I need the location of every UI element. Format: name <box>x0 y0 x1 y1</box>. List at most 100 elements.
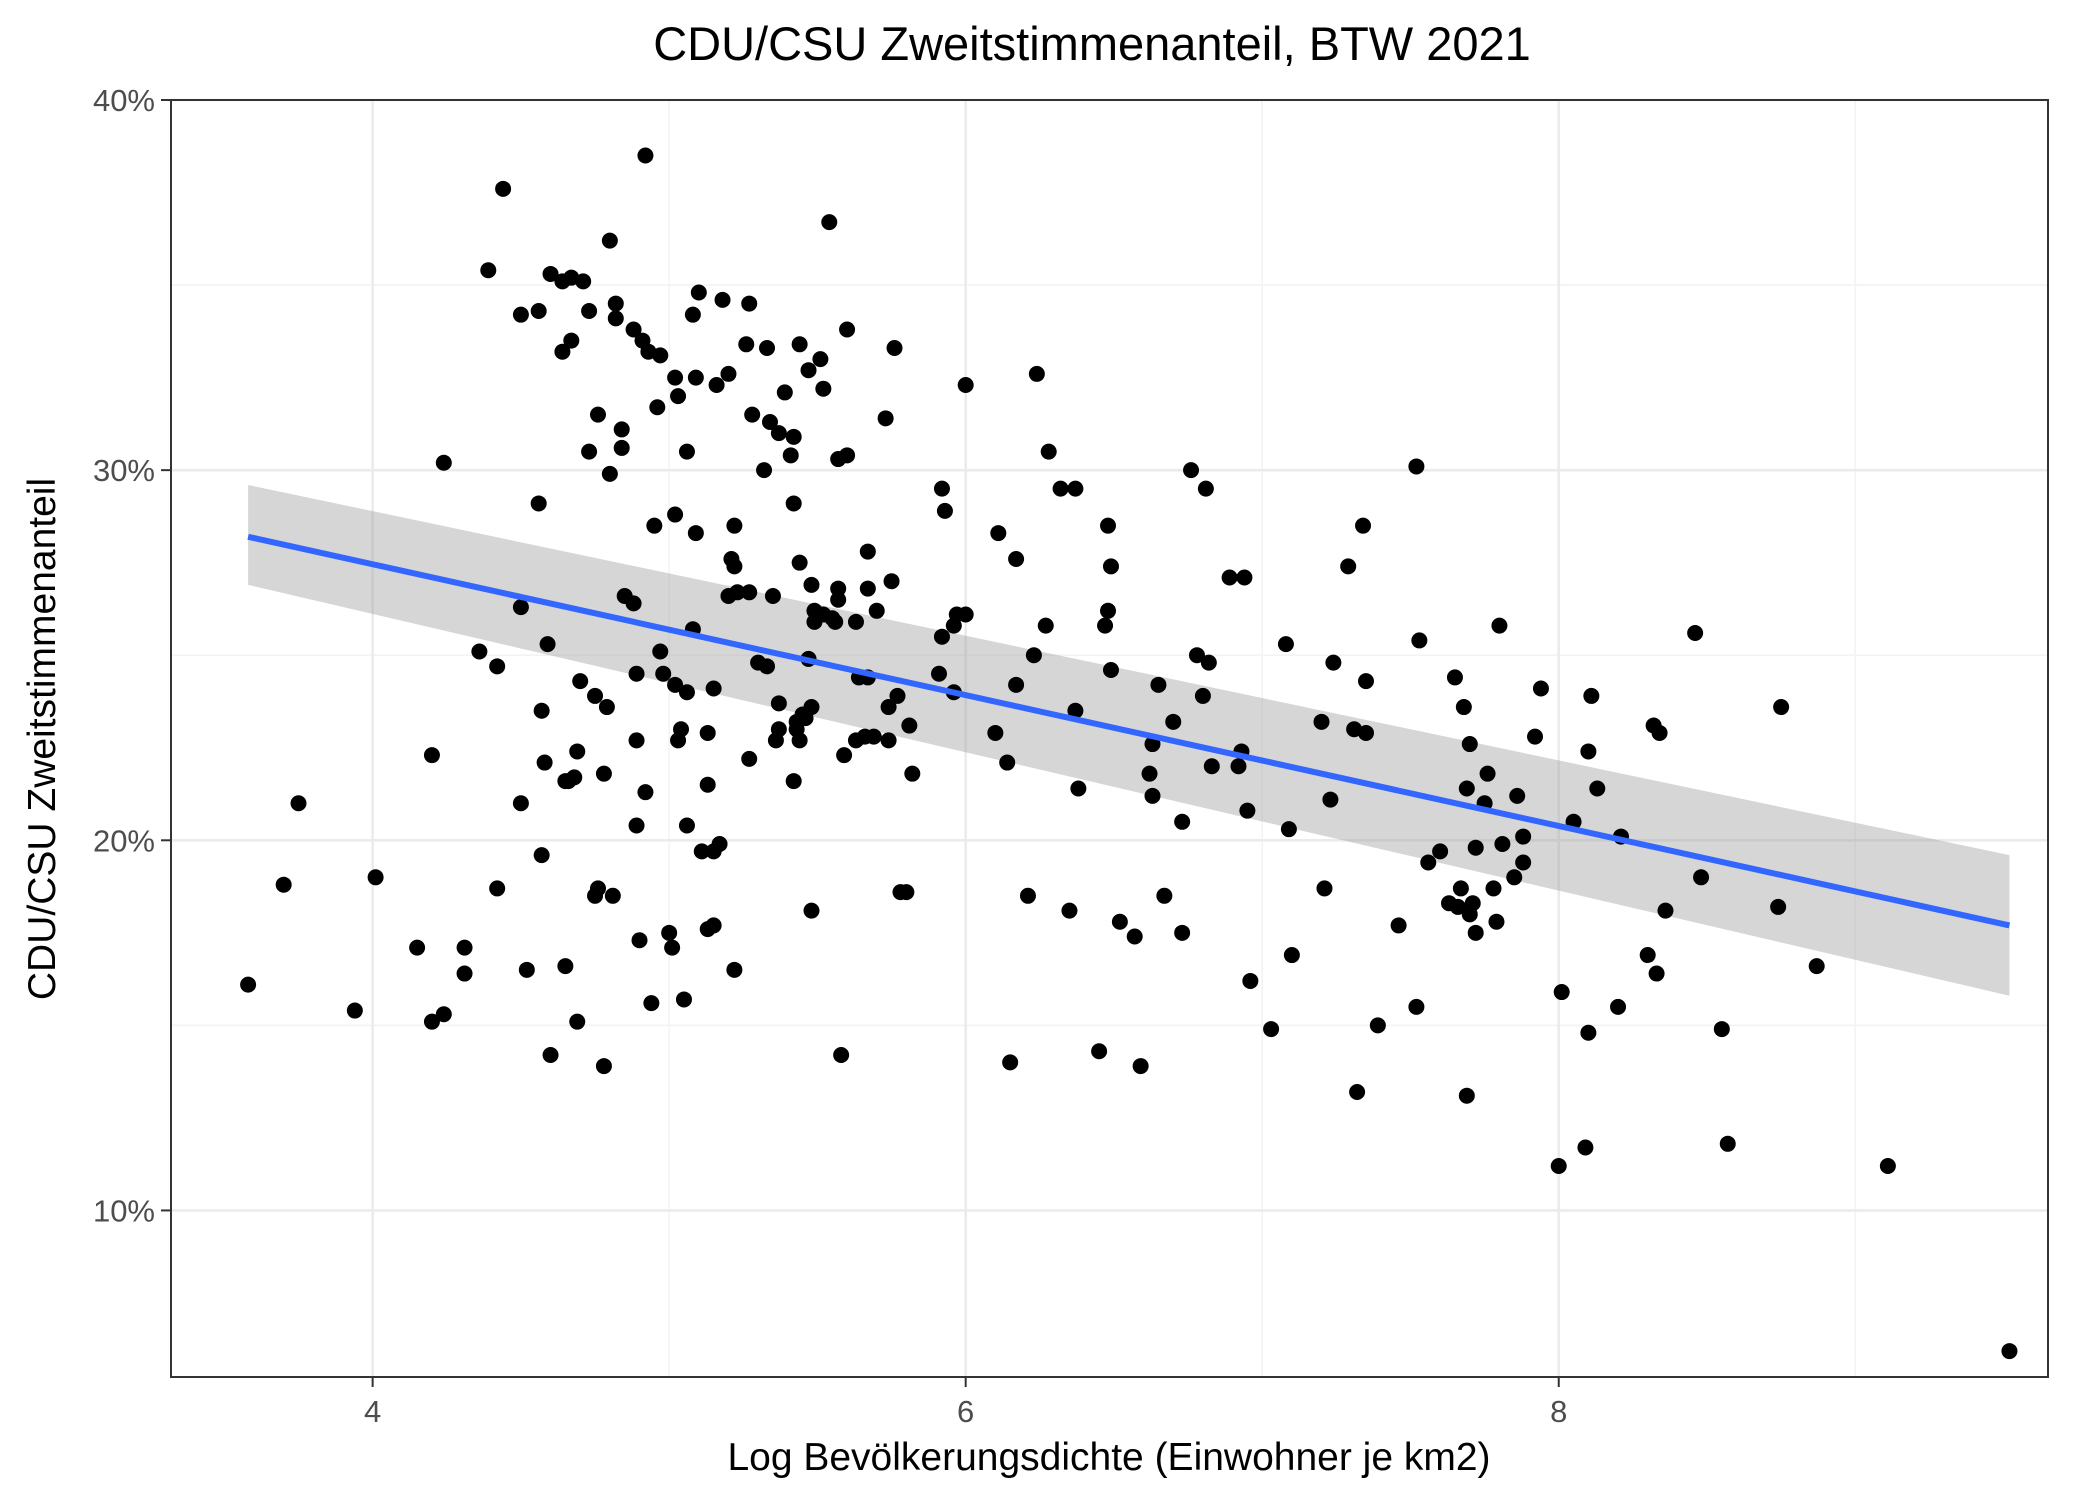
data-point <box>865 728 882 745</box>
data-point <box>480 262 497 279</box>
y-axis-title: CDU/CSU Zweitstimmenanteil <box>21 478 64 1000</box>
data-point <box>1639 947 1656 964</box>
data-point <box>1455 699 1472 716</box>
data-point <box>1432 843 1449 860</box>
data-point <box>595 765 612 782</box>
data-point <box>628 732 645 749</box>
data-point <box>1773 699 1790 716</box>
data-point <box>684 306 701 323</box>
data-point <box>240 976 257 993</box>
data-point <box>1325 654 1342 671</box>
data-point <box>512 795 529 812</box>
data-point <box>625 321 642 338</box>
data-point <box>990 525 1007 542</box>
y-tick-label: 40% <box>93 83 155 118</box>
data-point <box>1197 480 1214 497</box>
data-point <box>711 835 728 852</box>
data-point <box>512 306 529 323</box>
data-point <box>367 869 384 886</box>
data-point <box>1411 632 1428 649</box>
data-point <box>930 665 947 682</box>
data-point <box>699 776 716 793</box>
data-point <box>661 924 678 941</box>
data-point <box>859 580 876 597</box>
data-point <box>791 336 808 353</box>
data-point <box>631 932 648 949</box>
data-point <box>1369 1017 1386 1034</box>
data-point <box>533 702 550 719</box>
data-point <box>649 399 666 416</box>
plot-panel <box>170 98 2049 1378</box>
data-point <box>1141 765 1158 782</box>
data-point <box>409 939 426 956</box>
data-point <box>581 443 598 460</box>
data-point <box>1067 480 1084 497</box>
data-point <box>604 887 621 904</box>
data-point <box>1610 998 1627 1015</box>
confidence-band <box>248 484 2010 996</box>
data-point <box>518 961 535 978</box>
data-point <box>720 365 737 382</box>
data-point <box>776 384 793 401</box>
data-point <box>637 147 654 164</box>
data-point <box>1488 913 1505 930</box>
data-point <box>714 291 731 308</box>
data-point <box>1322 791 1339 808</box>
panel-border <box>170 99 2049 1378</box>
data-point <box>1008 550 1025 567</box>
data-point <box>800 362 817 379</box>
data-point <box>539 636 556 653</box>
data-point <box>741 295 758 312</box>
panel-background <box>171 100 2048 1377</box>
data-point <box>1580 743 1597 760</box>
data-point <box>1515 854 1532 871</box>
data-point <box>1283 947 1300 964</box>
data-point <box>1589 780 1606 797</box>
data-point <box>1494 835 1511 852</box>
data-point <box>423 747 440 764</box>
data-point <box>1580 1024 1597 1041</box>
data-point <box>1221 569 1238 586</box>
data-point <box>667 676 684 693</box>
data-point <box>346 1002 363 1019</box>
data-point <box>1719 1135 1736 1152</box>
data-point <box>643 995 660 1012</box>
data-point <box>1577 1139 1594 1156</box>
data-point <box>652 347 669 364</box>
data-point <box>678 817 695 834</box>
data-point <box>1458 1087 1475 1104</box>
data-point <box>738 336 755 353</box>
data-point <box>839 321 856 338</box>
data-point <box>589 406 606 423</box>
data-point <box>1461 736 1478 753</box>
major-gridlines <box>171 98 2048 1377</box>
data-point <box>435 454 452 471</box>
y-tick-label: 10% <box>93 1193 155 1228</box>
data-point <box>1061 902 1078 919</box>
data-point <box>785 428 802 445</box>
data-point <box>1349 1083 1366 1100</box>
data-point <box>1316 880 1333 897</box>
data-point <box>1040 443 1057 460</box>
data-point <box>655 665 672 682</box>
data-point <box>581 302 598 319</box>
x-axis-title: Log Bevölkerungsdichte (Einwohner je km2… <box>727 1436 1490 1479</box>
data-point <box>1230 758 1247 775</box>
data-point <box>690 284 707 301</box>
data-point <box>533 847 550 864</box>
data-point <box>1200 654 1217 671</box>
data-point <box>1452 880 1469 897</box>
data-point <box>1449 898 1466 915</box>
data-point <box>1464 895 1481 912</box>
data-point <box>726 517 743 534</box>
data-point <box>675 991 692 1008</box>
data-point <box>1008 676 1025 693</box>
data-point <box>1390 917 1407 934</box>
data-point <box>456 939 473 956</box>
data-point <box>957 606 974 623</box>
data-point <box>471 643 488 660</box>
data-point <box>1126 928 1143 945</box>
data-point <box>1583 687 1600 704</box>
data-point <box>595 1058 612 1075</box>
data-point <box>687 525 704 542</box>
